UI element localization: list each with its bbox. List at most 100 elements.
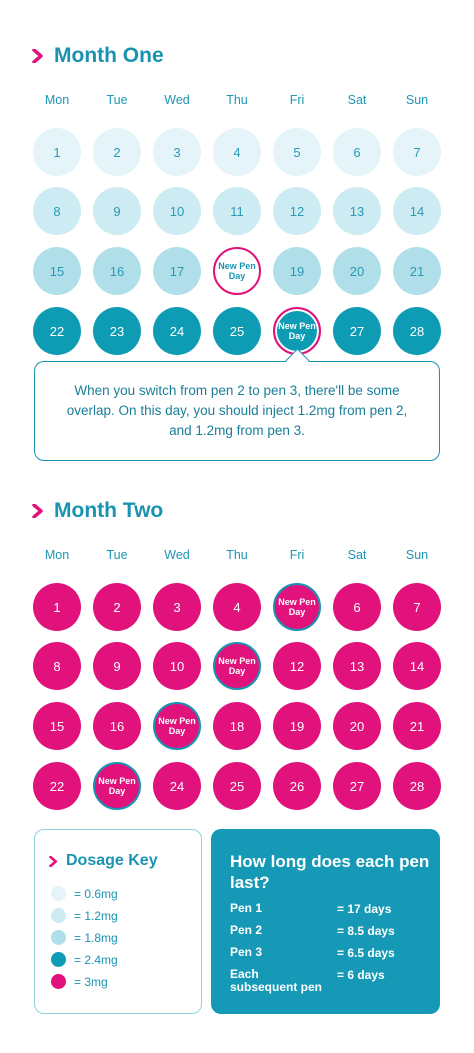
pen-name: Pen 3 bbox=[230, 945, 263, 959]
dosage-key-heading: Dosage Key bbox=[49, 852, 158, 870]
weekday-label: Mon bbox=[44, 93, 70, 107]
week-row: 8 9 10 New Pen Day 12 13 14 bbox=[27, 636, 447, 696]
weekday-label: Fri bbox=[289, 548, 305, 562]
month-one-calendar: Mon Tue Wed Thu Fri Sat Sun 1 2 3 4 5 6 … bbox=[27, 93, 447, 361]
calendar-day: 2 bbox=[93, 128, 141, 176]
weekday-label: Tue bbox=[106, 93, 128, 107]
pen-name: Pen 2 bbox=[230, 923, 263, 937]
weekday-label: Sun bbox=[405, 93, 429, 107]
weekday-label: Thu bbox=[226, 548, 248, 562]
dose-label: = 1.2mg bbox=[74, 908, 118, 923]
dose-swatch bbox=[51, 974, 66, 989]
new-pen-day-marker: New Pen Day bbox=[273, 583, 321, 631]
pen-days: = 8.5 days bbox=[337, 924, 395, 938]
month-two-calendar: Mon Tue Wed Thu Fri Sat Sun 1 2 3 4 New … bbox=[27, 548, 447, 816]
calendar-day: 14 bbox=[393, 187, 441, 235]
calendar-day: 24 bbox=[153, 307, 201, 355]
calendar-day: 22 bbox=[33, 307, 81, 355]
week-row: 22 New Pen Day 24 25 26 27 28 bbox=[27, 756, 447, 816]
pen-duration-row: Pen 3 = 6.5 days bbox=[230, 945, 395, 961]
pen-duration-row: Each subsequent pen = 6 days bbox=[230, 968, 385, 994]
calendar-day: 8 bbox=[33, 187, 81, 235]
dosage-key-item: = 3mg bbox=[51, 974, 108, 989]
calendar-day: 6 bbox=[333, 128, 381, 176]
calendar-day: 7 bbox=[393, 583, 441, 631]
calendar-day: 14 bbox=[393, 642, 441, 690]
dosage-key-title: Dosage Key bbox=[66, 852, 158, 869]
calendar-day: 25 bbox=[213, 307, 261, 355]
calendar-day: 3 bbox=[153, 128, 201, 176]
dosage-key-item: = 1.2mg bbox=[51, 908, 118, 923]
calendar-day: 10 bbox=[153, 642, 201, 690]
calendar-day: 8 bbox=[33, 642, 81, 690]
calendar-day: 27 bbox=[333, 307, 381, 355]
calendar-day: 15 bbox=[33, 702, 81, 750]
calendar-day: 19 bbox=[273, 702, 321, 750]
dose-label: = 1.8mg bbox=[74, 930, 118, 945]
month-two-title: Month Two bbox=[54, 499, 164, 522]
month-two-heading: Month Two bbox=[32, 499, 163, 523]
calendar-day: 15 bbox=[33, 247, 81, 295]
calendar-day: 12 bbox=[273, 187, 321, 235]
dosage-key-item: = 1.8mg bbox=[51, 930, 118, 945]
week-row: 15 16 17 New Pen Day 19 20 21 bbox=[27, 241, 447, 301]
weekday-label: Wed bbox=[164, 93, 190, 107]
calendar-day: 21 bbox=[393, 702, 441, 750]
calendar-day: 16 bbox=[93, 702, 141, 750]
overlap-callout: When you switch from pen 2 to pen 3, the… bbox=[34, 361, 440, 461]
week-row: 15 16 New Pen Day 18 19 20 21 bbox=[27, 696, 447, 756]
new-pen-day-marker: New Pen Day bbox=[213, 642, 261, 690]
callout-text: When you switch from pen 2 to pen 3, the… bbox=[66, 383, 408, 438]
pen-duration-row: Pen 1 = 17 days bbox=[230, 901, 392, 917]
calendar-day: 12 bbox=[273, 642, 321, 690]
pen-duration-row: Pen 2 = 8.5 days bbox=[230, 923, 395, 939]
calendar-day: 3 bbox=[153, 583, 201, 631]
weekday-header: Mon Tue Wed Thu Fri Sat Sun bbox=[27, 93, 447, 107]
calendar-day: 4 bbox=[213, 128, 261, 176]
pen-duration-title: How long does each pen last? bbox=[230, 852, 430, 892]
calendar-day: 18 bbox=[213, 702, 261, 750]
pen-days: = 6 days bbox=[337, 968, 385, 982]
month-one-heading: Month One bbox=[32, 44, 164, 68]
calendar-day: 20 bbox=[333, 247, 381, 295]
calendar-day: 9 bbox=[93, 642, 141, 690]
week-row: 22 23 24 25 New Pen Day 27 28 bbox=[27, 301, 447, 361]
dosage-key-item: = 2.4mg bbox=[51, 952, 118, 967]
chevron-right-icon bbox=[49, 855, 58, 867]
weekday-header: Mon Tue Wed Thu Fri Sat Sun bbox=[27, 548, 447, 562]
calendar-day: 23 bbox=[93, 307, 141, 355]
calendar-day: 13 bbox=[333, 642, 381, 690]
calendar-day: 25 bbox=[213, 762, 261, 810]
dose-swatch bbox=[51, 952, 66, 967]
new-pen-day-marker: New Pen Day bbox=[153, 702, 201, 750]
calendar-day: 5 bbox=[273, 128, 321, 176]
chevron-right-icon bbox=[32, 504, 43, 518]
pen-days: = 6.5 days bbox=[337, 946, 395, 960]
new-pen-day-marker: New Pen Day bbox=[273, 307, 321, 355]
pen-name: Each subsequent pen bbox=[230, 967, 323, 994]
calendar-day: 26 bbox=[273, 762, 321, 810]
calendar-day: 1 bbox=[33, 128, 81, 176]
calendar-day: 24 bbox=[153, 762, 201, 810]
calendar-day: 19 bbox=[273, 247, 321, 295]
pen-name: Pen 1 bbox=[230, 901, 263, 915]
weekday-label: Wed bbox=[164, 548, 190, 562]
calendar-day: 4 bbox=[213, 583, 261, 631]
calendar-day: 2 bbox=[93, 583, 141, 631]
weekday-label: Tue bbox=[106, 548, 128, 562]
calendar-day: 11 bbox=[213, 187, 261, 235]
new-pen-day-marker: New Pen Day bbox=[93, 762, 141, 810]
dose-swatch bbox=[51, 886, 66, 901]
calendar-day: 16 bbox=[93, 247, 141, 295]
weekday-label: Sat bbox=[347, 93, 367, 107]
calendar-day: 17 bbox=[153, 247, 201, 295]
dose-label: = 3mg bbox=[74, 974, 108, 989]
dose-label: = 0.6mg bbox=[74, 886, 118, 901]
weekday-label: Thu bbox=[226, 93, 248, 107]
chevron-right-icon bbox=[32, 49, 43, 63]
calendar-day: 28 bbox=[393, 307, 441, 355]
weekday-label: Mon bbox=[44, 548, 70, 562]
calendar-day: 21 bbox=[393, 247, 441, 295]
calendar-day: 7 bbox=[393, 128, 441, 176]
pen-days: = 17 days bbox=[337, 902, 392, 916]
